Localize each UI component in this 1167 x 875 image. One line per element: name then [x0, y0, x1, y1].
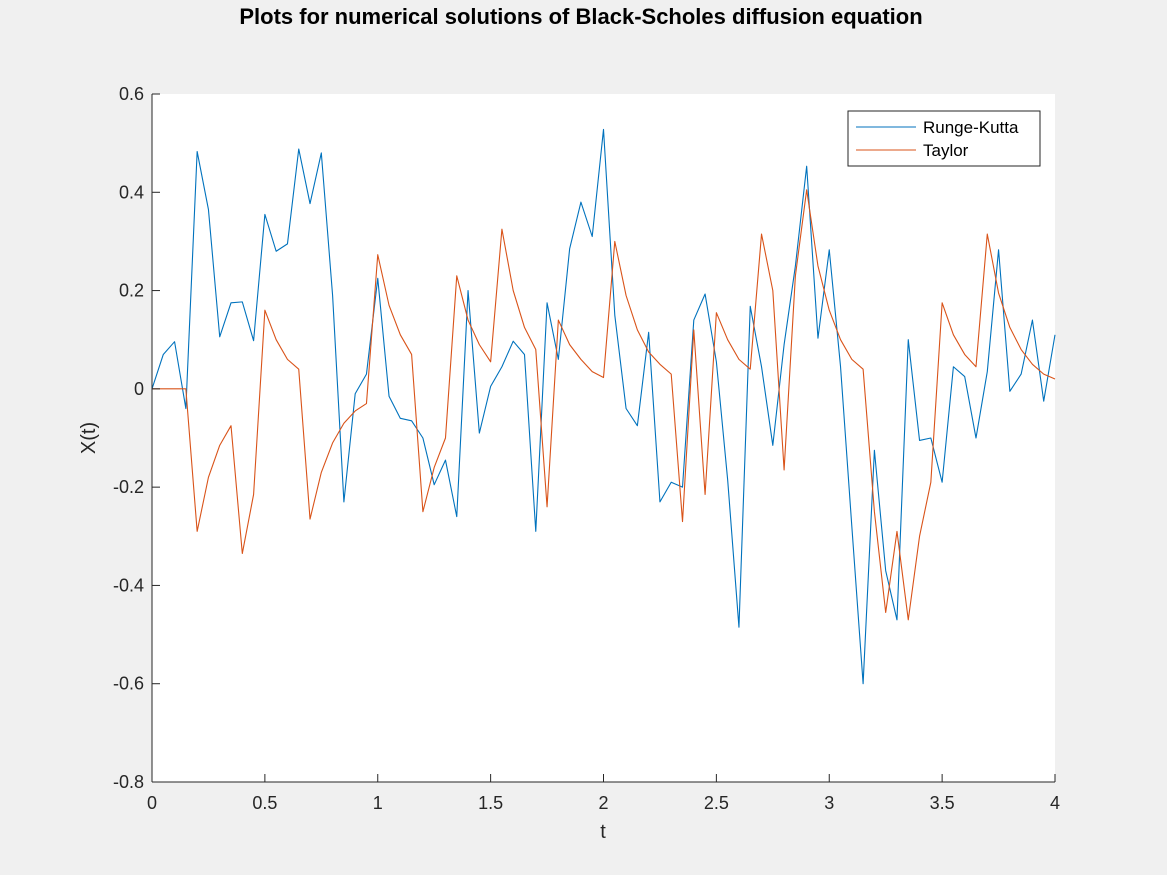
y-tick-label: 0 [134, 379, 144, 399]
y-axis-label: X(t) [78, 422, 100, 454]
y-tick-label: -0.8 [113, 772, 144, 792]
series-line-runge-kutta [151, 128, 1056, 685]
legend-box [847, 110, 1041, 167]
legend-label-taylor: Taylor [923, 141, 969, 160]
x-tick-label: 4 [1050, 793, 1060, 813]
y-tick-label: 0.6 [119, 84, 144, 104]
x-tick-label: 0 [147, 793, 157, 813]
x-tick-label: 2.5 [704, 793, 729, 813]
x-tick-label: 1 [373, 793, 383, 813]
x-tick-label: 0.5 [252, 793, 277, 813]
ticks-layer: 0 0.5 1 1.5 2 2.5 3 3.5 4 -0.8 -0.6 -0.4 -0.2 0 0.2 0.4… [113, 84, 1060, 813]
series-layer [151, 128, 1056, 685]
legend-label-runge-kutta: Runge-Kutta [923, 118, 1019, 137]
x-tick-label: 2 [598, 793, 608, 813]
y-tick-label: 0.4 [119, 182, 144, 202]
y-tick-label: -0.4 [113, 575, 144, 595]
x-tick-label: 3.5 [930, 793, 955, 813]
x-axis-label: t [600, 821, 606, 843]
y-tick-label: -0.2 [113, 477, 144, 497]
x-tick-label: 1.5 [478, 793, 503, 813]
y-tick-label: -0.6 [113, 674, 144, 694]
x-tick-label: 3 [824, 793, 834, 813]
series-line-taylor [152, 189, 1056, 621]
y-tick-label: 0.2 [119, 281, 144, 301]
chart-title: Plots for numerical solutions of Black-S… [239, 4, 922, 29]
legend: Runge-Kutta Taylor [847, 110, 1041, 167]
